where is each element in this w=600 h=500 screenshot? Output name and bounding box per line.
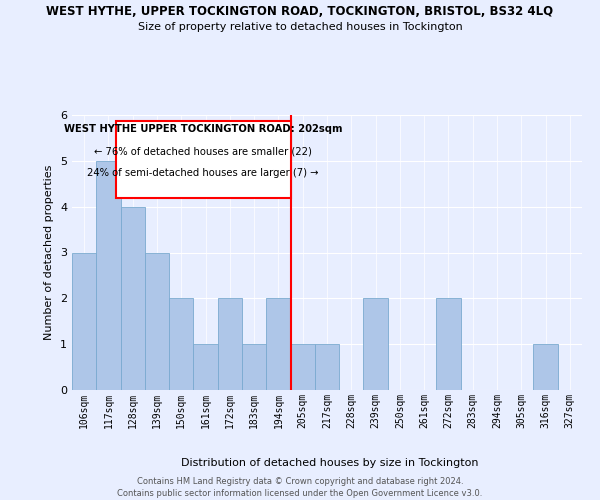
Text: WEST HYTHE, UPPER TOCKINGTON ROAD, TOCKINGTON, BRISTOL, BS32 4LQ: WEST HYTHE, UPPER TOCKINGTON ROAD, TOCKI… xyxy=(46,5,554,18)
Text: ← 76% of detached houses are smaller (22): ← 76% of detached houses are smaller (22… xyxy=(94,146,312,156)
Text: Size of property relative to detached houses in Tockington: Size of property relative to detached ho… xyxy=(137,22,463,32)
Bar xyxy=(218,298,242,390)
Bar xyxy=(169,298,193,390)
Bar xyxy=(72,252,96,390)
Bar xyxy=(533,344,558,390)
Text: Contains public sector information licensed under the Open Government Licence v3: Contains public sector information licen… xyxy=(118,489,482,498)
Bar xyxy=(121,206,145,390)
Bar xyxy=(315,344,339,390)
Bar xyxy=(242,344,266,390)
Bar xyxy=(193,344,218,390)
Text: Contains HM Land Registry data © Crown copyright and database right 2024.: Contains HM Land Registry data © Crown c… xyxy=(137,478,463,486)
Bar xyxy=(364,298,388,390)
Bar xyxy=(96,161,121,390)
Text: Distribution of detached houses by size in Tockington: Distribution of detached houses by size … xyxy=(181,458,479,468)
Text: 24% of semi-detached houses are larger (7) →: 24% of semi-detached houses are larger (… xyxy=(88,168,319,178)
Y-axis label: Number of detached properties: Number of detached properties xyxy=(44,165,55,340)
Bar xyxy=(436,298,461,390)
Bar xyxy=(290,344,315,390)
Text: WEST HYTHE UPPER TOCKINGTON ROAD: 202sqm: WEST HYTHE UPPER TOCKINGTON ROAD: 202sqm xyxy=(64,124,343,134)
Bar xyxy=(266,298,290,390)
Bar xyxy=(145,252,169,390)
